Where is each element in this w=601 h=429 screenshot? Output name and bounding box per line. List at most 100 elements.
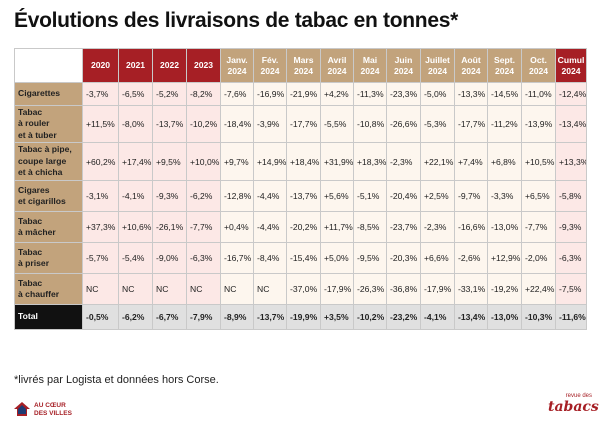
column-header: 2022 xyxy=(152,48,187,83)
column-header: 2023 xyxy=(186,48,221,83)
table-cell: -5,3% xyxy=(420,105,455,143)
table-cell: -6,2% xyxy=(186,180,221,212)
column-header: Août 2024 xyxy=(454,48,488,83)
row-label-line: Tabac xyxy=(18,106,43,117)
table-cell: +4,2% xyxy=(320,82,354,106)
table-cell: -8,5% xyxy=(353,211,387,243)
column-header-line1: Janv. xyxy=(226,54,248,65)
footnote: *livrés par Logista et données hors Cors… xyxy=(14,374,219,386)
table-cell: -16,9% xyxy=(253,82,287,106)
row-label-line: à mâcher xyxy=(18,227,56,237)
table-cell: -26,1% xyxy=(152,211,187,243)
table-cell: -9,5% xyxy=(353,242,387,274)
logo-left-line1: AU CŒUR xyxy=(34,402,66,409)
table-cell: +5,0% xyxy=(320,242,354,274)
row-label-line: Cigares xyxy=(18,184,50,195)
column-header-line2: 2024 xyxy=(528,65,549,76)
row-label: Cigares et cigarillos xyxy=(14,180,83,212)
column-header-line1: Oct. xyxy=(530,54,547,65)
table-row: Tabac à priser -5,7% -5,4% -9,0% -6,3% -16,7% -… xyxy=(14,242,587,274)
table-cell: -11,2% xyxy=(487,105,522,143)
column-header: Juin 2024 xyxy=(386,48,421,83)
table-cell: -7,6% xyxy=(220,82,254,106)
table-row: Tabac à pipe, coupe large et à chicha +60,2… xyxy=(14,142,587,181)
column-header-line1: Juin xyxy=(394,54,413,65)
column-header: Mai 2024 xyxy=(353,48,387,83)
table-cell: +18,3% xyxy=(353,142,387,181)
table-cell: +10,6% xyxy=(118,211,153,243)
table-cell: +17,4% xyxy=(118,142,153,181)
table-cell: -9,0% xyxy=(152,242,187,274)
table-cell: -11,6% xyxy=(555,304,587,330)
table-cell: -8,4% xyxy=(253,242,287,274)
table-cell: -6,7% xyxy=(152,304,187,330)
column-header-line2: 2024 xyxy=(561,65,581,76)
table-cell: +6,6% xyxy=(420,242,455,274)
table-cell: -33,1% xyxy=(454,273,488,305)
table-cell: +6,5% xyxy=(521,180,556,212)
au-coeur-des-villes-logo: AU CŒUR DES VILLES xyxy=(14,402,72,421)
table-cell: -5,5% xyxy=(320,105,354,143)
table-cell: -5,1% xyxy=(353,180,387,212)
table-cell: -17,7% xyxy=(286,105,321,143)
table-cell: -12,4% xyxy=(555,82,587,106)
table-cell: -2,0% xyxy=(521,242,556,274)
row-label-line: Cigarettes xyxy=(18,88,61,99)
table-cell: NC xyxy=(118,273,153,305)
column-header: Juillet 2024 xyxy=(420,48,455,83)
table-cell: -5,8% xyxy=(555,180,587,212)
row-label: Tabac à rouler et à tuber xyxy=(14,105,83,143)
table-cell: NC xyxy=(220,273,254,305)
table-cell: NC xyxy=(253,273,287,305)
table-cell: -5,2% xyxy=(152,82,187,106)
table-cell: -21,9% xyxy=(286,82,321,106)
table-cell: -26,6% xyxy=(386,105,421,143)
table-cell: -15,4% xyxy=(286,242,321,274)
column-header-line2: 2024 xyxy=(427,65,448,76)
table-cell: +9,7% xyxy=(220,142,254,181)
row-label-line: Total xyxy=(18,311,38,322)
table-cell: -13,0% xyxy=(487,211,522,243)
table-row: Tabac à chauffer NC NC NC NC NC NC -37,0% -17,9% -… xyxy=(14,273,587,305)
table-cell: -2,6% xyxy=(454,242,488,274)
table-cell: -13,0% xyxy=(487,304,522,330)
table-cell: -4,4% xyxy=(253,211,287,243)
column-header-line2: 2024 xyxy=(227,65,247,76)
table-cell: -11,3% xyxy=(353,82,387,106)
column-header: Avril 2024 xyxy=(320,48,354,83)
table-cell: +18,4% xyxy=(286,142,321,181)
table-cell: -3,9% xyxy=(253,105,287,143)
table-row: Total -0,5% -6,2% -6,7% -7,9% -8,9% -13,7% -19,… xyxy=(14,304,587,330)
column-header-line2: 2024 xyxy=(393,65,414,76)
table-row: Cigares et cigarillos -3,1% -4,1% -9,3% -6,2%… xyxy=(14,180,587,212)
table-cell: -6,3% xyxy=(555,242,587,274)
table-cell: -13,4% xyxy=(555,105,587,143)
table-cell: -17,9% xyxy=(320,273,354,305)
table-cell: -6,2% xyxy=(118,304,153,330)
column-header-line1: Sept. xyxy=(493,54,515,65)
table-cell: -13,3% xyxy=(454,82,488,106)
table-cell: -10,2% xyxy=(186,105,221,143)
table-row: Tabac à rouler et à tuber +11,5% -8,0% -13,7%… xyxy=(14,105,587,143)
table-cell: +7,4% xyxy=(454,142,488,181)
table-cell: +6,8% xyxy=(487,142,522,181)
logo-right-line2: tabacs xyxy=(548,399,599,415)
column-header-line2: 2024 xyxy=(494,65,515,76)
table-cell: -13,9% xyxy=(521,105,556,143)
table-cell: -23,7% xyxy=(386,211,421,243)
row-label: Tabac à mâcher xyxy=(14,211,83,243)
table-cell: -2,3% xyxy=(386,142,421,181)
table-cell: -16,7% xyxy=(220,242,254,274)
column-header: 2021 xyxy=(118,48,153,83)
revue-des-tabacs-logo: revue des tabacs xyxy=(548,393,599,419)
column-header: Mars 2024 xyxy=(286,48,321,83)
table-cell: -10,3% xyxy=(521,304,556,330)
table-cell: +22,4% xyxy=(521,273,556,305)
column-header-line1: Avril xyxy=(327,54,347,65)
table-row: Cigarettes -3,7% -6,5% -5,2% -8,2% -7,6% -16,9… xyxy=(14,82,587,106)
table-cell: -10,2% xyxy=(353,304,387,330)
table-cell: +60,2% xyxy=(82,142,119,181)
logo-left-line2: DES VILLES xyxy=(34,409,72,417)
row-label-line: Tabac xyxy=(18,246,43,257)
column-header-line1: 2023 xyxy=(193,60,214,70)
